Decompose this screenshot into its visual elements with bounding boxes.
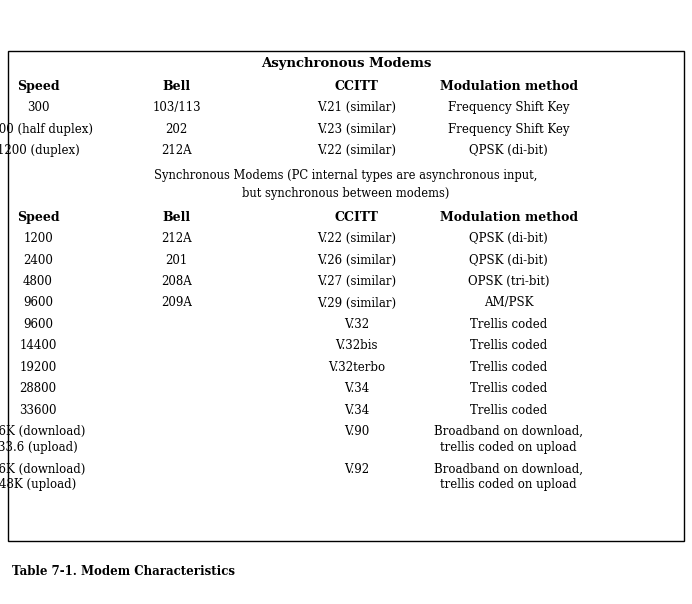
Text: V.22 (similar): V.22 (similar) [317,232,396,245]
Text: 209A: 209A [161,297,192,309]
Text: Bell: Bell [163,80,190,93]
Text: 201: 201 [165,254,188,266]
Text: V.27 (similar): V.27 (similar) [317,275,396,288]
Text: V.32: V.32 [344,318,369,331]
Text: Broadband on download,
trellis coded on upload: Broadband on download, trellis coded on … [434,425,583,454]
Text: 212A: 212A [161,144,192,157]
Text: Synchronous Modems (PC internal types are asynchronous input,: Synchronous Modems (PC internal types ar… [154,169,538,182]
Text: 4800: 4800 [23,275,53,288]
Text: Trellis coded: Trellis coded [470,318,547,331]
Text: but synchronous between modems): but synchronous between modems) [242,187,450,200]
Text: Asynchronous Modems: Asynchronous Modems [261,57,431,71]
FancyBboxPatch shape [8,51,684,541]
Text: 56K (download)
48K (upload): 56K (download) 48K (upload) [0,463,85,491]
Text: 9600: 9600 [23,297,53,309]
Text: Speed: Speed [17,80,60,93]
Text: 14400: 14400 [19,339,57,352]
Text: 208A: 208A [161,275,192,288]
Text: 212A: 212A [161,232,192,245]
Text: V.23 (similar): V.23 (similar) [317,123,396,136]
Text: V.26 (similar): V.26 (similar) [317,254,396,266]
Text: 2400: 2400 [23,254,53,266]
Text: Table 7-1. Modem Characteristics: Table 7-1. Modem Characteristics [12,565,235,578]
Text: 28800: 28800 [19,382,57,395]
Text: 1200 (half duplex): 1200 (half duplex) [0,123,93,136]
Text: 103/113: 103/113 [152,101,201,114]
Text: Trellis coded: Trellis coded [470,339,547,352]
Text: V.21 (similar): V.21 (similar) [317,101,396,114]
Text: Frequency Shift Key: Frequency Shift Key [448,101,570,114]
Text: V.32terbo: V.32terbo [328,361,385,374]
Text: V.32bis: V.32bis [335,339,378,352]
Text: Broadband on download,
trellis coded on upload: Broadband on download, trellis coded on … [434,463,583,491]
Text: QPSK (di-bit): QPSK (di-bit) [469,144,548,157]
Text: CCITT: CCITT [334,80,379,93]
Text: OPSK (tri-bit): OPSK (tri-bit) [468,275,549,288]
Text: 1200: 1200 [24,232,53,245]
Text: Trellis coded: Trellis coded [470,382,547,395]
Text: Bell: Bell [163,211,190,223]
Text: Trellis coded: Trellis coded [470,361,547,374]
Text: V.90: V.90 [344,425,369,438]
Text: AM/PSK: AM/PSK [484,297,534,309]
Text: 9600: 9600 [23,318,53,331]
Text: V.34: V.34 [344,403,369,417]
Text: V.22 (similar): V.22 (similar) [317,144,396,157]
Text: Trellis coded: Trellis coded [470,403,547,417]
Text: V.34: V.34 [344,382,369,395]
Text: V.29 (similar): V.29 (similar) [317,297,396,309]
Text: 202: 202 [165,123,188,136]
Text: Frequency Shift Key: Frequency Shift Key [448,123,570,136]
Text: 19200: 19200 [19,361,57,374]
Text: 56K (download)
33.6 (upload): 56K (download) 33.6 (upload) [0,425,85,454]
Text: 300: 300 [27,101,49,114]
Text: CCITT: CCITT [334,211,379,223]
Text: Modulation method: Modulation method [439,80,578,93]
Text: V.92: V.92 [344,463,369,475]
Text: Speed: Speed [17,211,60,223]
Text: 33600: 33600 [19,403,57,417]
Text: QPSK (di-bit): QPSK (di-bit) [469,254,548,266]
Text: QPSK (di-bit): QPSK (di-bit) [469,232,548,245]
Text: Modulation method: Modulation method [439,211,578,223]
Text: 1200 (duplex): 1200 (duplex) [0,144,80,157]
